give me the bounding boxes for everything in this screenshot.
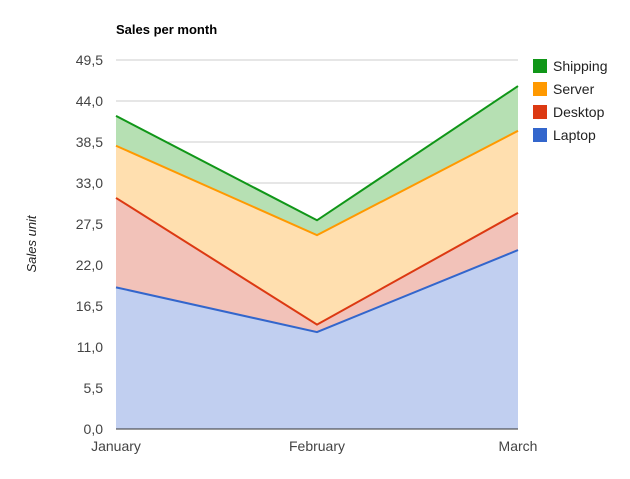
y-tick-label: 11,0	[77, 339, 103, 355]
y-tick-label: 49,5	[76, 52, 103, 68]
legend-swatch	[533, 59, 547, 73]
legend-item-desktop[interactable]: Desktop	[533, 104, 605, 120]
line-laptop	[115, 249, 519, 334]
axes: 0,0 5,5 11,0 16,5 22,0 27,5 33,0 38,5 44,0 49,5 Ja…	[76, 52, 538, 454]
y-tick-label: 38,5	[76, 134, 103, 150]
legend-item-server[interactable]: Server	[533, 81, 595, 97]
x-tick-label: January	[91, 438, 141, 454]
area-server	[116, 130, 518, 325]
area-shipping	[116, 86, 518, 236]
area-laptop	[116, 250, 518, 429]
line-desktop	[115, 197, 519, 326]
area-fills	[116, 86, 518, 429]
y-tick-label: 5,5	[84, 380, 104, 396]
legend-label: Shipping	[553, 58, 608, 74]
legend: Shipping Server Desktop Laptop	[533, 58, 608, 143]
legend-swatch	[533, 105, 547, 119]
y-tick-label: 44,0	[76, 93, 103, 109]
y-tick-label: 27,5	[76, 216, 103, 232]
area-desktop	[116, 197, 518, 333]
legend-label: Desktop	[553, 104, 605, 120]
chart-title: Sales per month	[116, 22, 217, 37]
line-shipping	[115, 85, 519, 222]
y-axis-title: Sales unit	[24, 214, 39, 272]
series-lines	[115, 85, 519, 334]
x-tick-label: March	[499, 438, 538, 454]
y-tick-label: 0,0	[84, 421, 104, 437]
legend-label: Server	[553, 81, 595, 97]
y-tick-label: 16,5	[76, 298, 103, 314]
legend-item-laptop[interactable]: Laptop	[533, 127, 596, 143]
legend-swatch	[533, 82, 547, 96]
legend-swatch	[533, 128, 547, 142]
y-tick-label: 33,0	[76, 175, 103, 191]
legend-label: Laptop	[553, 127, 596, 143]
line-server	[115, 129, 519, 237]
y-tick-label: 22,0	[76, 257, 103, 273]
legend-item-shipping[interactable]: Shipping	[533, 58, 608, 74]
x-tick-label: February	[289, 438, 345, 454]
